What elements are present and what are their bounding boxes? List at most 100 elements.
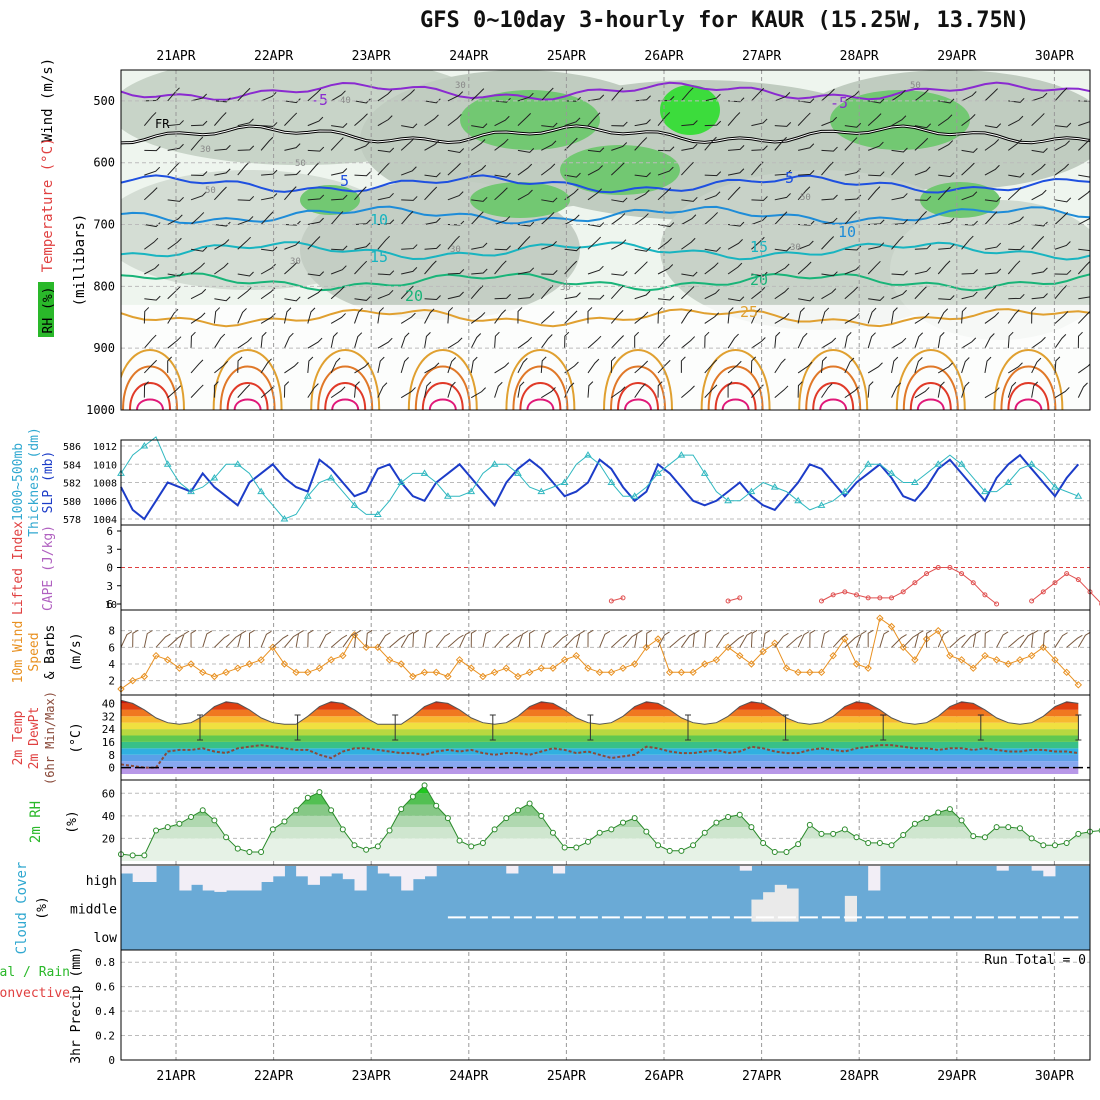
- cloud-high-cell: [401, 866, 414, 891]
- wind-barb: [237, 216, 254, 226]
- isotherm-label: -5: [830, 94, 848, 112]
- wind-barb: [144, 295, 161, 301]
- wind-barb: [400, 89, 415, 102]
- wind-barb: [984, 164, 1000, 176]
- cape-point: [994, 601, 1000, 607]
- wind-barb: [494, 260, 507, 275]
- wind-barb: [307, 236, 321, 250]
- wind-barb: [797, 261, 812, 275]
- isotherm-label: 15: [750, 238, 768, 256]
- wind-barb: [891, 382, 902, 398]
- wind-barb: [190, 331, 196, 349]
- wind-barb: [727, 112, 741, 126]
- isotherm-loop: [233, 398, 262, 410]
- wind-barb: [774, 331, 781, 349]
- wind-barb: [260, 385, 275, 399]
- wind-barb: [214, 360, 229, 374]
- isotherm-loop: [603, 349, 673, 410]
- slp-point: [560, 478, 569, 485]
- wind-barb: [1008, 362, 1023, 374]
- wind-speed-point: [607, 668, 616, 677]
- wind-barb: [728, 145, 745, 151]
- wind-barb: [610, 285, 624, 300]
- pressure-tick-label: 1000: [86, 403, 115, 417]
- rh-point: [701, 829, 708, 836]
- cloud-mid-cell: [763, 892, 776, 922]
- rh-point: [468, 843, 475, 850]
- wind-barb: [260, 91, 277, 102]
- wind-barb: [1054, 387, 1070, 399]
- wind-barb: [447, 235, 460, 250]
- isotherm-label: 5: [785, 169, 794, 187]
- rh-point: [853, 834, 860, 841]
- rh-shade: [920, 182, 1000, 218]
- isotherm-loop: [136, 398, 164, 410]
- date-label-top: 26APR: [644, 49, 683, 64]
- wind-barb: [330, 211, 344, 225]
- cloud-high-cell: [179, 866, 192, 891]
- wind-speed-point: [806, 668, 814, 677]
- date-label-top: 25APR: [547, 49, 586, 64]
- wind-barb: [400, 210, 414, 225]
- cape-point: [877, 595, 883, 601]
- wind-barb: [797, 112, 811, 126]
- date-label-top: 21APR: [156, 49, 195, 64]
- wind-barb-10m: [389, 634, 406, 648]
- wind-speed-point: [841, 635, 849, 643]
- temp-line: [120, 699, 1079, 725]
- wind-barb: [540, 356, 547, 373]
- cape-point: [935, 565, 941, 570]
- wind-barb: [540, 87, 554, 102]
- wind-barb: [284, 143, 301, 151]
- wind-barb: [564, 292, 581, 300]
- rh-shade: [300, 185, 360, 215]
- wind-barb: [401, 166, 417, 176]
- isotherm-loop: [226, 382, 269, 410]
- wind-barb: [283, 381, 290, 398]
- wind-barb-10m: [214, 634, 230, 648]
- wind-barb: [984, 123, 1002, 129]
- wind-barb: [751, 271, 768, 277]
- rh-point: [444, 815, 451, 822]
- isotherm-line: [121, 174, 1090, 194]
- wind-barb: [727, 381, 733, 398]
- wind-barb: [681, 237, 696, 250]
- wind-barb: [237, 87, 251, 102]
- cloud-high-cell: [389, 866, 402, 877]
- date-label-top: 24APR: [449, 49, 488, 64]
- wind-barb: [330, 332, 338, 349]
- wind-speed-point: [724, 643, 732, 652]
- wind-speed-point: [782, 664, 791, 672]
- wind-barb: [401, 196, 418, 201]
- wind-barb: [564, 188, 579, 201]
- wind-barb-10m: [692, 630, 700, 648]
- wind-barb: [681, 87, 694, 102]
- cloud-high-cell: [319, 866, 332, 877]
- wind-speed-point: [1062, 668, 1071, 677]
- wind-barb: [494, 293, 511, 300]
- wind-barb: [307, 383, 319, 398]
- wind-barb-10m: [272, 634, 289, 648]
- wind-barb: [377, 289, 394, 300]
- wind-barb: [961, 307, 967, 324]
- wind-label-3: & Barbs: [43, 625, 58, 680]
- rh-point: [806, 821, 813, 828]
- temp-band: [121, 741, 1079, 749]
- wind-barb: [167, 87, 180, 102]
- wind-barb-10m: [669, 634, 686, 648]
- wind-barb: [564, 260, 578, 275]
- wind-barb: [214, 296, 231, 302]
- wind-speed-point: [234, 664, 242, 672]
- wind-speed-point: [327, 656, 335, 664]
- rh-point: [421, 782, 428, 789]
- cape-point: [912, 580, 918, 586]
- isotherm-loop: [819, 398, 848, 410]
- wind-barb: [681, 143, 698, 151]
- wind-barb: [517, 92, 534, 102]
- wind-barb: [143, 381, 149, 398]
- temp-band: [121, 703, 1079, 710]
- wind-barb: [377, 161, 391, 176]
- wind-barb: [937, 332, 945, 349]
- temp-band: [121, 735, 1079, 742]
- wind-barb: [494, 362, 510, 374]
